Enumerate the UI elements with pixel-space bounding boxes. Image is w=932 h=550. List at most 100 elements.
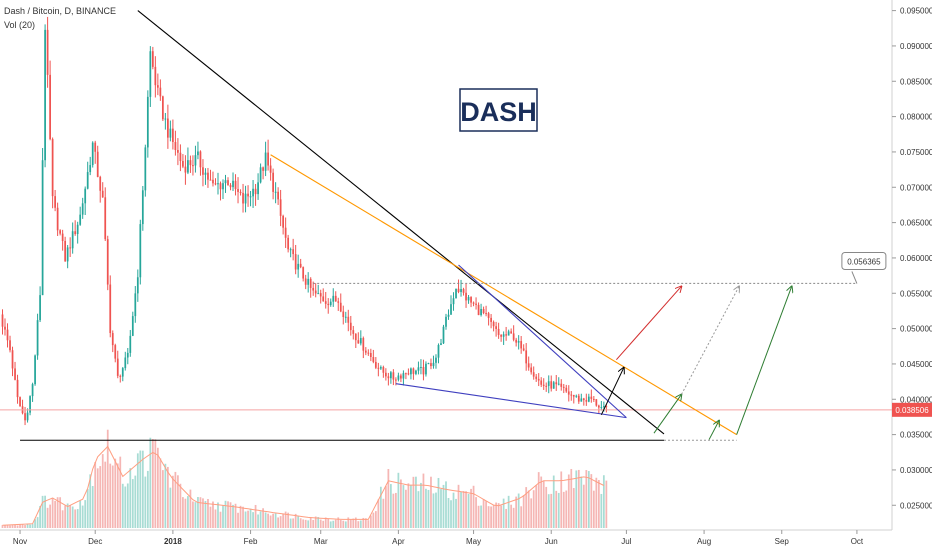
candle-body — [11, 350, 14, 369]
volume-bar — [69, 505, 72, 528]
candle-body — [585, 400, 588, 402]
volume-bar — [96, 468, 99, 528]
volume-bar — [177, 475, 179, 528]
volume-bar — [274, 513, 277, 528]
candle-body — [272, 172, 274, 192]
volume-bar — [364, 518, 367, 528]
candle-body — [319, 293, 322, 297]
volume-bar — [309, 517, 312, 528]
volume-bar — [485, 501, 487, 528]
volume-bar — [490, 506, 492, 528]
candle-body — [292, 249, 295, 255]
volume-bar — [46, 507, 49, 528]
candle-body — [387, 376, 390, 379]
volume-bar — [41, 495, 44, 528]
candle-body — [314, 290, 317, 294]
candle-body — [557, 383, 560, 385]
candle-body — [510, 331, 513, 334]
annotation-value: 0.056365 — [847, 257, 881, 266]
projection-arrow — [736, 286, 792, 435]
volume-bar — [51, 497, 54, 528]
candle-body — [382, 367, 385, 373]
volume-bar — [99, 466, 102, 528]
candle-body — [602, 406, 605, 408]
candle-body — [597, 405, 600, 408]
volume-bar — [192, 501, 194, 528]
projection-arrow — [600, 367, 624, 416]
volume-bar — [159, 458, 162, 528]
candle-body — [204, 172, 207, 175]
candle-body — [41, 160, 44, 296]
volume-bar — [121, 483, 124, 528]
candle-body — [437, 344, 440, 358]
trendline-wedge-upper — [458, 264, 627, 419]
volume-bar — [56, 497, 59, 528]
volume-bar — [91, 486, 94, 528]
candle-body — [136, 277, 139, 294]
volume-bar — [560, 471, 563, 528]
candle-body — [109, 284, 112, 334]
volume-bar — [44, 495, 46, 528]
volume-bar — [565, 490, 568, 528]
volume-bar — [36, 517, 39, 528]
candle-body — [417, 367, 420, 371]
volume-bar — [359, 520, 362, 528]
price-tick-label: 0.075000 — [900, 148, 932, 157]
candle-body — [172, 128, 174, 143]
candle-body — [487, 313, 490, 318]
candle-body — [151, 51, 154, 67]
volume-bar — [595, 477, 598, 528]
candle-body — [467, 297, 470, 301]
volume-bar — [389, 484, 392, 528]
candle-body — [144, 147, 147, 191]
volume-bar — [480, 505, 482, 528]
volume-bar — [169, 487, 172, 528]
candle-body — [379, 367, 382, 369]
volume-bar — [199, 497, 202, 528]
volume-bar — [302, 519, 305, 528]
candle-body — [547, 381, 550, 386]
volume-bar — [59, 497, 62, 528]
candle-body — [99, 176, 102, 191]
volume-bar — [39, 505, 41, 528]
candle-body — [339, 302, 342, 312]
volume-bar — [585, 470, 588, 528]
volume-bar — [602, 475, 605, 528]
candle-body — [51, 139, 54, 197]
candle-body — [244, 193, 247, 204]
candle-body — [9, 340, 11, 351]
volume-bar — [257, 514, 259, 528]
volume-bar — [66, 503, 69, 528]
candle-body — [545, 385, 548, 387]
candle-body — [560, 383, 563, 387]
volume-bar — [425, 488, 427, 528]
candle-body — [517, 341, 520, 343]
volume-bar — [455, 498, 457, 528]
volume-bar — [562, 491, 565, 528]
volume-bar — [289, 518, 292, 528]
volume-bar — [440, 489, 442, 528]
candle-body — [367, 352, 370, 354]
volume-bar — [54, 500, 57, 528]
candle-body — [472, 302, 475, 304]
candle-body — [485, 313, 487, 315]
candle-body — [267, 152, 269, 166]
volume-bar — [605, 480, 608, 528]
candle-body — [54, 196, 57, 208]
volume-bar — [369, 515, 372, 528]
volume-bar — [415, 476, 417, 528]
candle-body — [222, 183, 224, 190]
candle-body — [605, 406, 608, 408]
candle-body — [352, 330, 355, 334]
volume-bar — [312, 519, 315, 528]
volume-bar — [272, 513, 274, 528]
volume-bar — [522, 495, 525, 528]
price-tick-label: 0.060000 — [900, 254, 932, 263]
volume-bar — [287, 512, 290, 528]
volume-bar — [507, 495, 510, 528]
volume-bar — [482, 499, 485, 528]
candle-body — [217, 183, 219, 185]
volume-bar — [129, 468, 132, 528]
